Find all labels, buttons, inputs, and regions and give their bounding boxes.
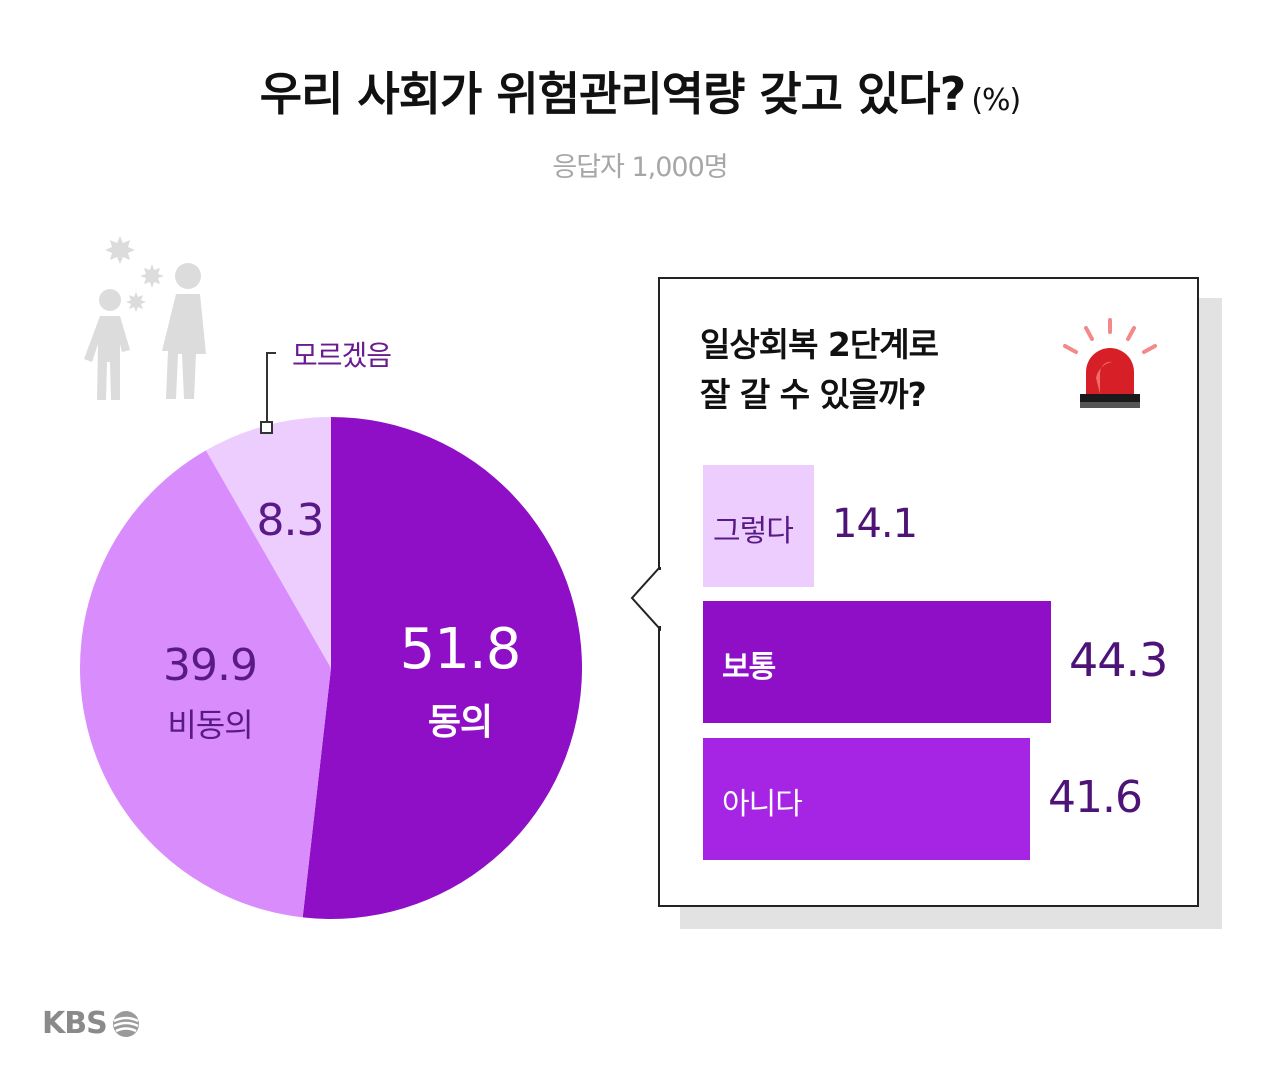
slice-disagree-label: 비동의 xyxy=(167,706,253,744)
bar-yes-value: 14.1 xyxy=(832,501,918,548)
bar-normal-value: 44.3 xyxy=(1069,633,1168,688)
slice-disagree-value: 39.9 xyxy=(163,640,258,691)
panel-title-line2: 잘 갈 수 있을까? xyxy=(700,375,927,414)
panel-title: 일상회복 2단계로 잘 갈 수 있을까? xyxy=(700,320,1060,420)
kbs-logo-icon xyxy=(112,1010,139,1037)
bar-yes xyxy=(703,465,814,587)
slice-agree-label: 동의 xyxy=(427,702,493,743)
siren-icon xyxy=(1063,318,1157,408)
unknown-callout-leader xyxy=(260,352,276,434)
title-unit: (%) xyxy=(971,83,1021,118)
kbs-logo-text: KBS xyxy=(42,1006,108,1041)
chart-subtitle: 응답자 1,000명 xyxy=(552,152,728,183)
slice-unknown-value: 8.3 xyxy=(256,495,325,546)
kbs-logo: KBS xyxy=(42,1006,141,1041)
slice-agree xyxy=(302,417,583,919)
unknown-callout-label: 모르겠음 xyxy=(292,339,392,372)
bar-normal xyxy=(703,601,1051,723)
bar-no xyxy=(703,738,1030,860)
chart-title: 우리 사회가 위험관리역량 갖고 있다? (%) xyxy=(0,58,1280,124)
slice-disagree xyxy=(80,450,332,918)
title-text: 우리 사회가 위험관리역량 갖고 있다? xyxy=(259,67,967,121)
bar-no-label: 아니다 xyxy=(722,787,803,822)
pie-chart xyxy=(80,352,583,919)
bar-normal-label: 보통 xyxy=(722,650,776,685)
walking-people-icon xyxy=(84,236,206,400)
panel-pointer xyxy=(630,567,662,631)
panel-title-line1: 일상회복 2단계로 xyxy=(700,325,939,364)
slice-unknown xyxy=(205,417,331,668)
slice-agree-value: 51.8 xyxy=(399,617,522,682)
bar-no-value: 41.6 xyxy=(1048,771,1143,823)
bar-yes-label: 그렇다 xyxy=(713,514,794,549)
